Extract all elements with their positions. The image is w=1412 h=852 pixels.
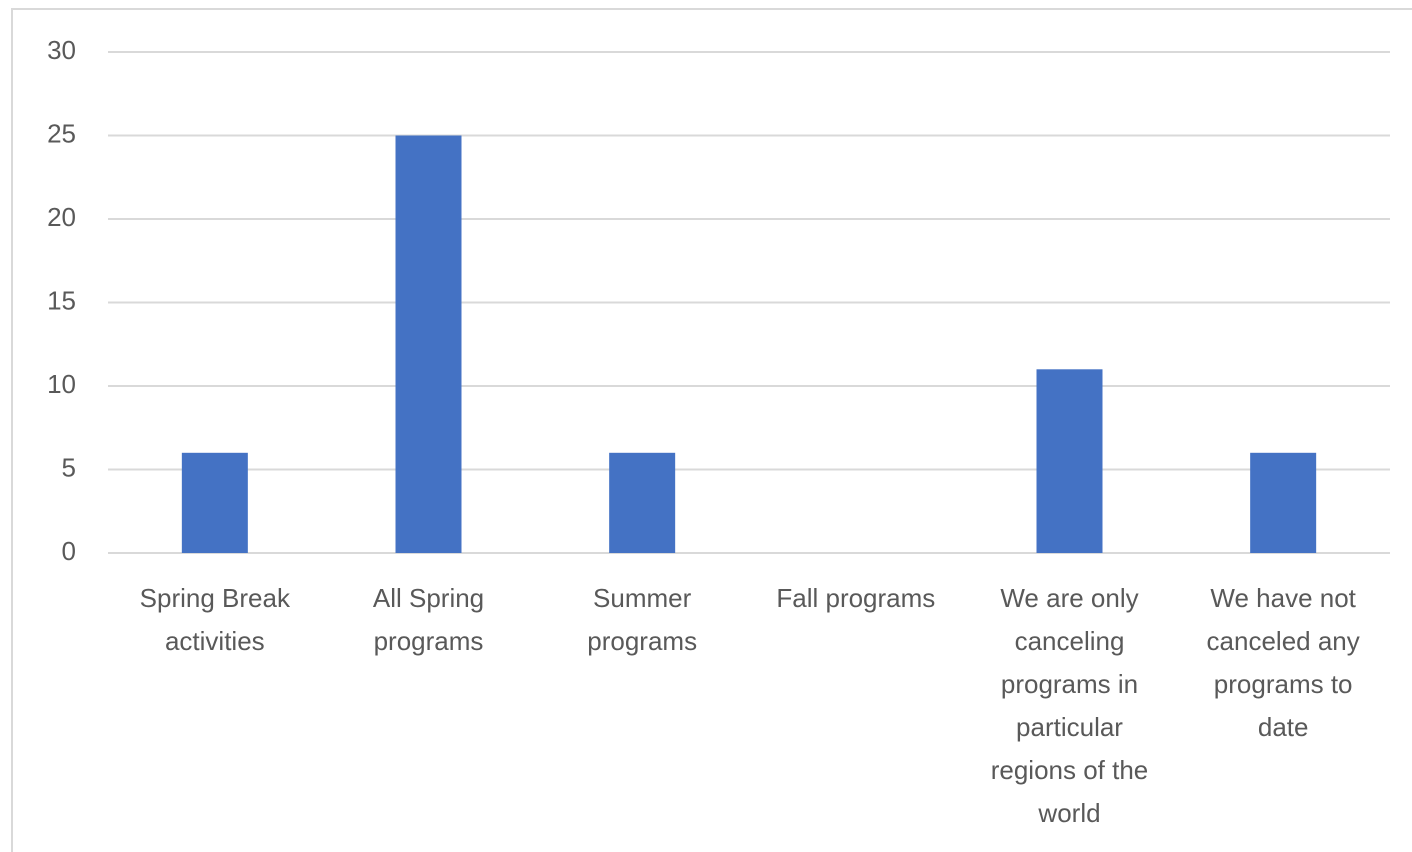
chart-frame [11, 8, 1412, 852]
y-tick-label: 5 [62, 452, 76, 482]
x-tick-label: We have not canceled any programs to date [1207, 583, 1360, 742]
bar [1036, 369, 1103, 553]
y-tick-label: 0 [62, 536, 76, 566]
x-tick-label: Fall programs [776, 583, 935, 613]
y-tick-label: 25 [47, 118, 76, 148]
bar [609, 452, 676, 553]
y-tick-label: 30 [47, 35, 76, 65]
bar [181, 452, 248, 553]
x-tick-label: Summer programs [587, 583, 697, 656]
bar [1250, 452, 1317, 553]
bar [395, 135, 462, 553]
x-tick-label: We are only canceling programs in particula… [991, 583, 1149, 828]
y-tick-label: 20 [47, 202, 76, 232]
x-tick-label: All Spring programs [373, 583, 484, 656]
y-tick-label: 15 [47, 285, 76, 315]
y-tick-label: 10 [47, 369, 76, 399]
x-tick-label: Spring Break activities [140, 583, 291, 656]
